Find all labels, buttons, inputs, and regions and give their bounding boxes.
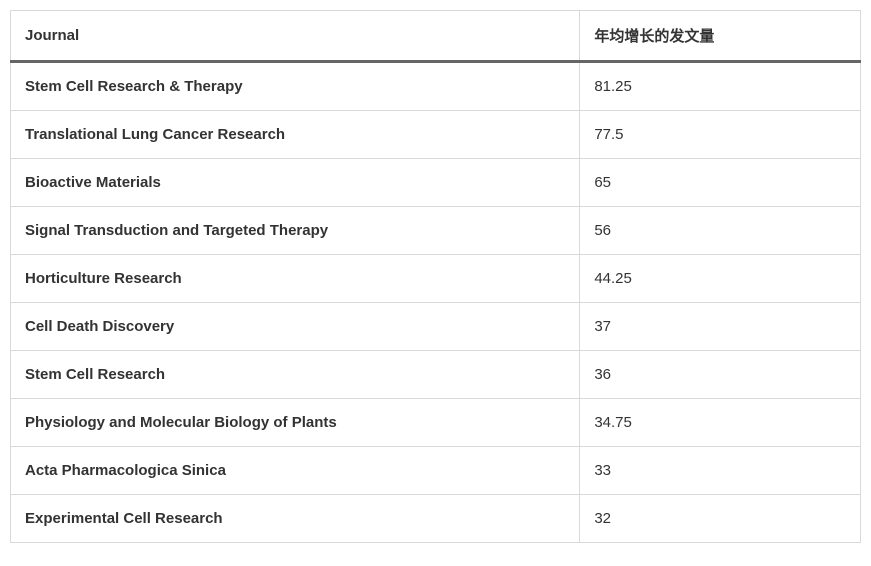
journal-cell: Bioactive Materials: [11, 159, 580, 207]
table-row: Physiology and Molecular Biology of Plan…: [11, 399, 861, 447]
value-cell: 36: [580, 351, 861, 399]
journal-cell: Acta Pharmacologica Sinica: [11, 447, 580, 495]
column-header-journal: Journal: [11, 11, 580, 62]
journal-cell: Physiology and Molecular Biology of Plan…: [11, 399, 580, 447]
table-row: Bioactive Materials 65: [11, 159, 861, 207]
value-cell: 56: [580, 207, 861, 255]
table-row: Experimental Cell Research 32: [11, 495, 861, 543]
value-cell: 81.25: [580, 62, 861, 111]
journal-cell: Horticulture Research: [11, 255, 580, 303]
table-row: Cell Death Discovery 37: [11, 303, 861, 351]
journal-growth-table-container: Journal 年均增长的发文量 Stem Cell Research & Th…: [10, 10, 861, 543]
value-cell: 33: [580, 447, 861, 495]
journal-cell: Cell Death Discovery: [11, 303, 580, 351]
journal-cell: Stem Cell Research: [11, 351, 580, 399]
table-header-row: Journal 年均增长的发文量: [11, 11, 861, 62]
journal-cell: Translational Lung Cancer Research: [11, 111, 580, 159]
column-header-value: 年均增长的发文量: [580, 11, 861, 62]
value-cell: 65: [580, 159, 861, 207]
journal-cell: Experimental Cell Research: [11, 495, 580, 543]
table-row: Horticulture Research 44.25: [11, 255, 861, 303]
table-row: Stem Cell Research 36: [11, 351, 861, 399]
value-cell: 44.25: [580, 255, 861, 303]
table-row: Stem Cell Research & Therapy 81.25: [11, 62, 861, 111]
value-cell: 77.5: [580, 111, 861, 159]
table-row: Translational Lung Cancer Research 77.5: [11, 111, 861, 159]
table-row: Acta Pharmacologica Sinica 33: [11, 447, 861, 495]
table-row: Signal Transduction and Targeted Therapy…: [11, 207, 861, 255]
journal-cell: Stem Cell Research & Therapy: [11, 62, 580, 111]
value-cell: 34.75: [580, 399, 861, 447]
journal-cell: Signal Transduction and Targeted Therapy: [11, 207, 580, 255]
value-cell: 37: [580, 303, 861, 351]
journal-growth-table: Journal 年均增长的发文量 Stem Cell Research & Th…: [10, 10, 861, 543]
value-cell: 32: [580, 495, 861, 543]
